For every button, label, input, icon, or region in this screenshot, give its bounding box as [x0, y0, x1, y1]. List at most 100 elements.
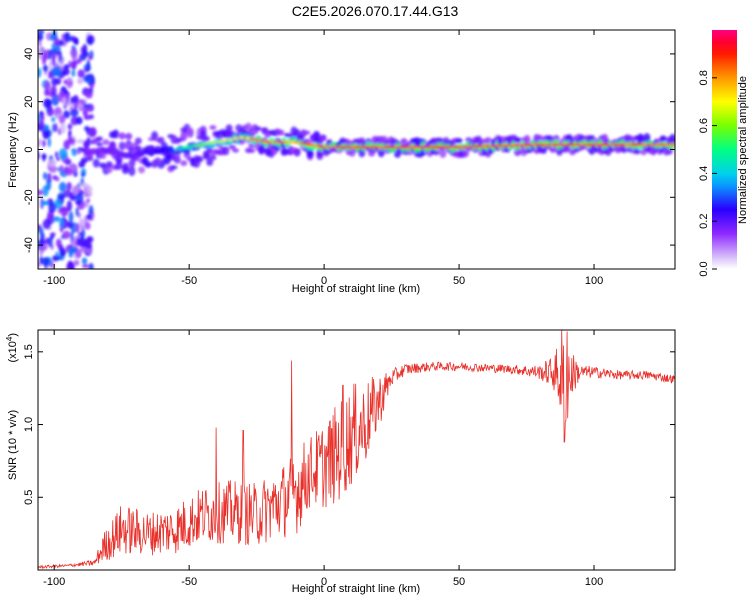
- spectrogram-axes: -100 -50 0 50 100 -40 -20 0 20 40: [23, 30, 675, 287]
- noise-cell: [66, 200, 73, 212]
- noise-cell: [38, 67, 42, 78]
- noise-cell: [54, 151, 59, 158]
- noise-cell: [38, 238, 46, 246]
- noise-cell: [56, 156, 60, 162]
- noise-cell: [66, 182, 72, 191]
- noise-cell: [39, 249, 43, 257]
- noise-cell: [73, 259, 80, 266]
- noise-cell: [59, 217, 64, 228]
- noise-cell: [84, 222, 91, 230]
- noise-cell: [70, 35, 76, 43]
- noise-cell: [43, 98, 52, 109]
- y-tick-label: 40: [23, 48, 35, 60]
- heatmap-cell: [313, 130, 321, 139]
- heatmap-cell: [254, 126, 262, 131]
- noise-cell: [51, 54, 56, 67]
- heatmap-cell: [154, 157, 162, 165]
- heatmap-cell: [633, 148, 641, 155]
- noise-cell: [75, 222, 80, 234]
- noise-cell: [50, 261, 54, 269]
- noise-cell: [53, 216, 61, 222]
- heatmap-cell: [102, 139, 110, 146]
- colorbar-label: Normalized spectral amplitude: [737, 76, 749, 224]
- heatmap-cell: [199, 130, 207, 137]
- x-tick-label: -100: [43, 576, 65, 588]
- noise-cell: [79, 53, 87, 61]
- heatmap-cell: [659, 135, 667, 143]
- noise-cell: [46, 180, 52, 191]
- heatmap-cell: [523, 134, 531, 145]
- snr-y-scale: (x104): [5, 333, 19, 363]
- noise-cell: [38, 142, 41, 147]
- heatmap-cell: [99, 154, 107, 159]
- snr-series-line: [38, 330, 675, 570]
- noise-cell: [58, 50, 62, 62]
- heatmap-cell: [105, 161, 113, 168]
- noise-cell: [75, 150, 82, 155]
- x-tick-label: 100: [585, 576, 603, 588]
- noise-cell: [42, 201, 50, 206]
- heatmap-cell: [643, 133, 651, 143]
- noise-cell: [67, 220, 74, 229]
- noise-cell: [44, 80, 51, 93]
- x-tick-label: 0: [321, 576, 327, 588]
- noise-cell: [82, 263, 89, 269]
- spectrogram-heatmap: [38, 30, 675, 269]
- heatmap-cell: [128, 166, 136, 177]
- noise-cell: [52, 175, 58, 180]
- noise-cell: [75, 116, 83, 125]
- noise-cell: [87, 248, 91, 254]
- x-tick-label: -100: [43, 275, 65, 287]
- noise-cell: [76, 192, 84, 203]
- noise-cell: [47, 172, 52, 181]
- noise-cell: [80, 157, 88, 164]
- noise-cell: [44, 237, 51, 245]
- noise-cell: [46, 107, 54, 117]
- noise-cell: [78, 247, 88, 253]
- snr-y-scale-exp: 4: [5, 336, 14, 341]
- colorbar-scale: [712, 30, 737, 269]
- noise-cell: [68, 248, 74, 258]
- noise-cell: [41, 139, 46, 148]
- noise-cell: [50, 48, 57, 55]
- heatmap-cell: [180, 131, 188, 142]
- spectrogram-panel: -100 -50 0 50 100 -40 -20 0 20 40 Height of strai…: [7, 29, 676, 295]
- heatmap-cell: [134, 145, 142, 152]
- heatmap-cell: [670, 143, 675, 147]
- snr-frame: [37, 329, 676, 571]
- heatmap-cell: [377, 149, 385, 158]
- colorbar-tick-label: 0.2: [698, 214, 710, 229]
- y-tick-label: 20: [23, 96, 35, 108]
- noise-cell: [41, 257, 50, 266]
- noise-cell: [81, 103, 91, 108]
- noise-cell: [67, 81, 73, 86]
- x-tick-label: 50: [453, 576, 465, 588]
- noise-cell: [58, 148, 68, 160]
- x-tick-label: -50: [181, 275, 197, 287]
- colorbar-tick-label: 0.6: [698, 118, 710, 133]
- noise-cell: [67, 123, 73, 130]
- noise-cell: [58, 181, 67, 193]
- noise-cell: [52, 66, 62, 77]
- snr-y-scale-base: (x10: [7, 341, 19, 362]
- noise-cell: [63, 110, 70, 119]
- heatmap-cell: [122, 162, 129, 172]
- colorbar: 0.0 0.2 0.4 0.6 0.8 Normalized spectral ampl…: [698, 30, 749, 277]
- colorbar-ticks: 0.0 0.2 0.4 0.6 0.8: [698, 70, 717, 277]
- snr-axes: -100 -50 0 50 100 0.5 1.0 1.5: [23, 330, 675, 588]
- y-tick-label: 0.5: [23, 490, 35, 505]
- heatmap-cell: [202, 152, 210, 160]
- noise-cell: [74, 38, 79, 46]
- heatmap-cell: [202, 135, 210, 142]
- noise-cell: [62, 67, 70, 76]
- spectrogram-x-label: Height of straight line (km): [292, 283, 420, 295]
- heatmap-cell: [118, 141, 126, 151]
- heatmap-cell: [303, 130, 311, 135]
- heatmap-cell: [144, 161, 152, 168]
- noise-cell: [47, 159, 57, 168]
- y-tick-label: 1.5: [23, 344, 35, 359]
- y-tick-label: -40: [23, 237, 35, 253]
- noise-cell: [58, 114, 66, 125]
- noise-cell: [76, 234, 81, 239]
- noise-cell: [41, 55, 47, 65]
